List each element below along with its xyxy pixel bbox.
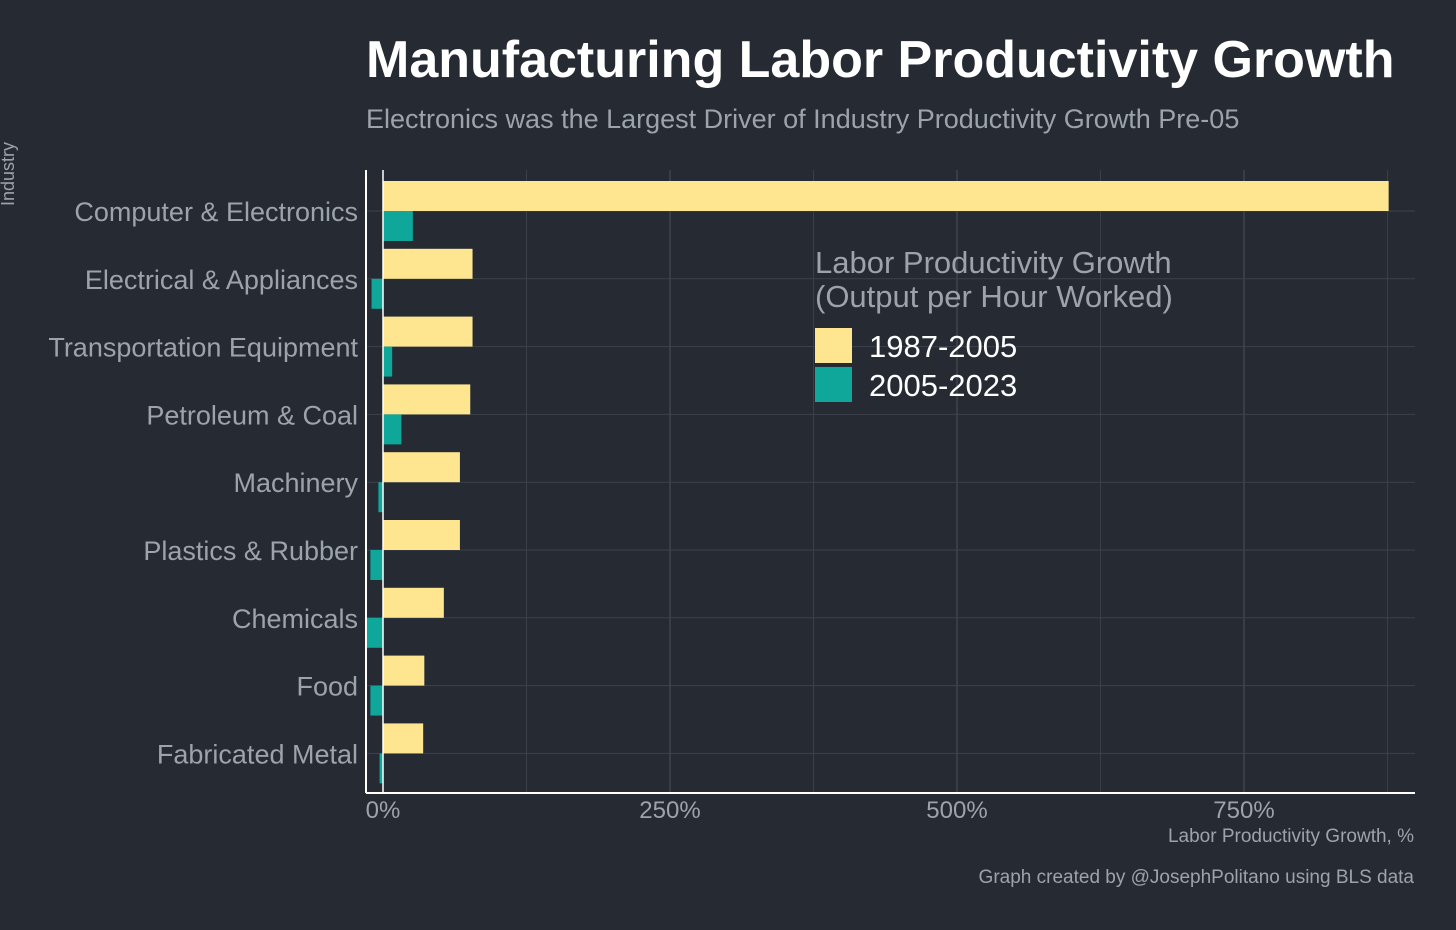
bar-series1 (383, 316, 473, 347)
bar-series2 (379, 753, 383, 784)
bar-series2 (370, 685, 383, 716)
bar-series1 (383, 520, 460, 550)
category-label: Fabricated Metal (157, 739, 358, 769)
chart-caption: Graph created by @JosephPolitano using B… (978, 867, 1414, 888)
category-label: Chemicals (232, 604, 358, 634)
bar-series1 (383, 384, 471, 415)
bar-series1 (383, 723, 424, 754)
legend-title: Labor Productivity Growth (815, 245, 1172, 280)
bar-series2 (378, 482, 383, 513)
x-axis-label: Labor Productivity Growth, % (1167, 826, 1414, 847)
category-label: Plastics & Rubber (143, 536, 358, 566)
x-tick-label: 0% (366, 797, 401, 824)
bar-series2 (370, 550, 383, 580)
legend-label: 1987-2005 (869, 329, 1017, 364)
legend-label: 2005-2023 (869, 368, 1017, 403)
legend-swatch (815, 367, 852, 402)
chart-subtitle: Electronics was the Largest Driver of In… (366, 104, 1240, 134)
bar-series2 (366, 617, 383, 648)
legend-subtitle: (Output per Hour Worked) (815, 279, 1173, 314)
legend-swatch (815, 328, 852, 363)
bar-series2 (383, 346, 393, 377)
category-label: Electrical & Appliances (85, 265, 358, 295)
bar-series1 (383, 452, 460, 483)
bar-series2 (383, 211, 413, 241)
category-label: Machinery (233, 468, 358, 498)
bar-series1 (383, 655, 425, 686)
category-label: Transportation Equipment (48, 333, 358, 363)
bar-series1 (383, 181, 1389, 211)
x-tick-label: 750% (1213, 797, 1274, 824)
x-tick-label: 500% (926, 797, 987, 824)
category-label: Computer & Electronics (74, 197, 358, 227)
bar-series1 (383, 248, 473, 279)
bar-series1 (383, 587, 444, 618)
bar-series2 (371, 278, 383, 309)
x-tick-label: 250% (639, 797, 700, 824)
chart-title: Manufacturing Labor Productivity Growth (366, 31, 1395, 89)
category-label: Petroleum & Coal (146, 400, 358, 430)
category-label: Food (296, 672, 358, 702)
bar-series2 (383, 414, 402, 445)
